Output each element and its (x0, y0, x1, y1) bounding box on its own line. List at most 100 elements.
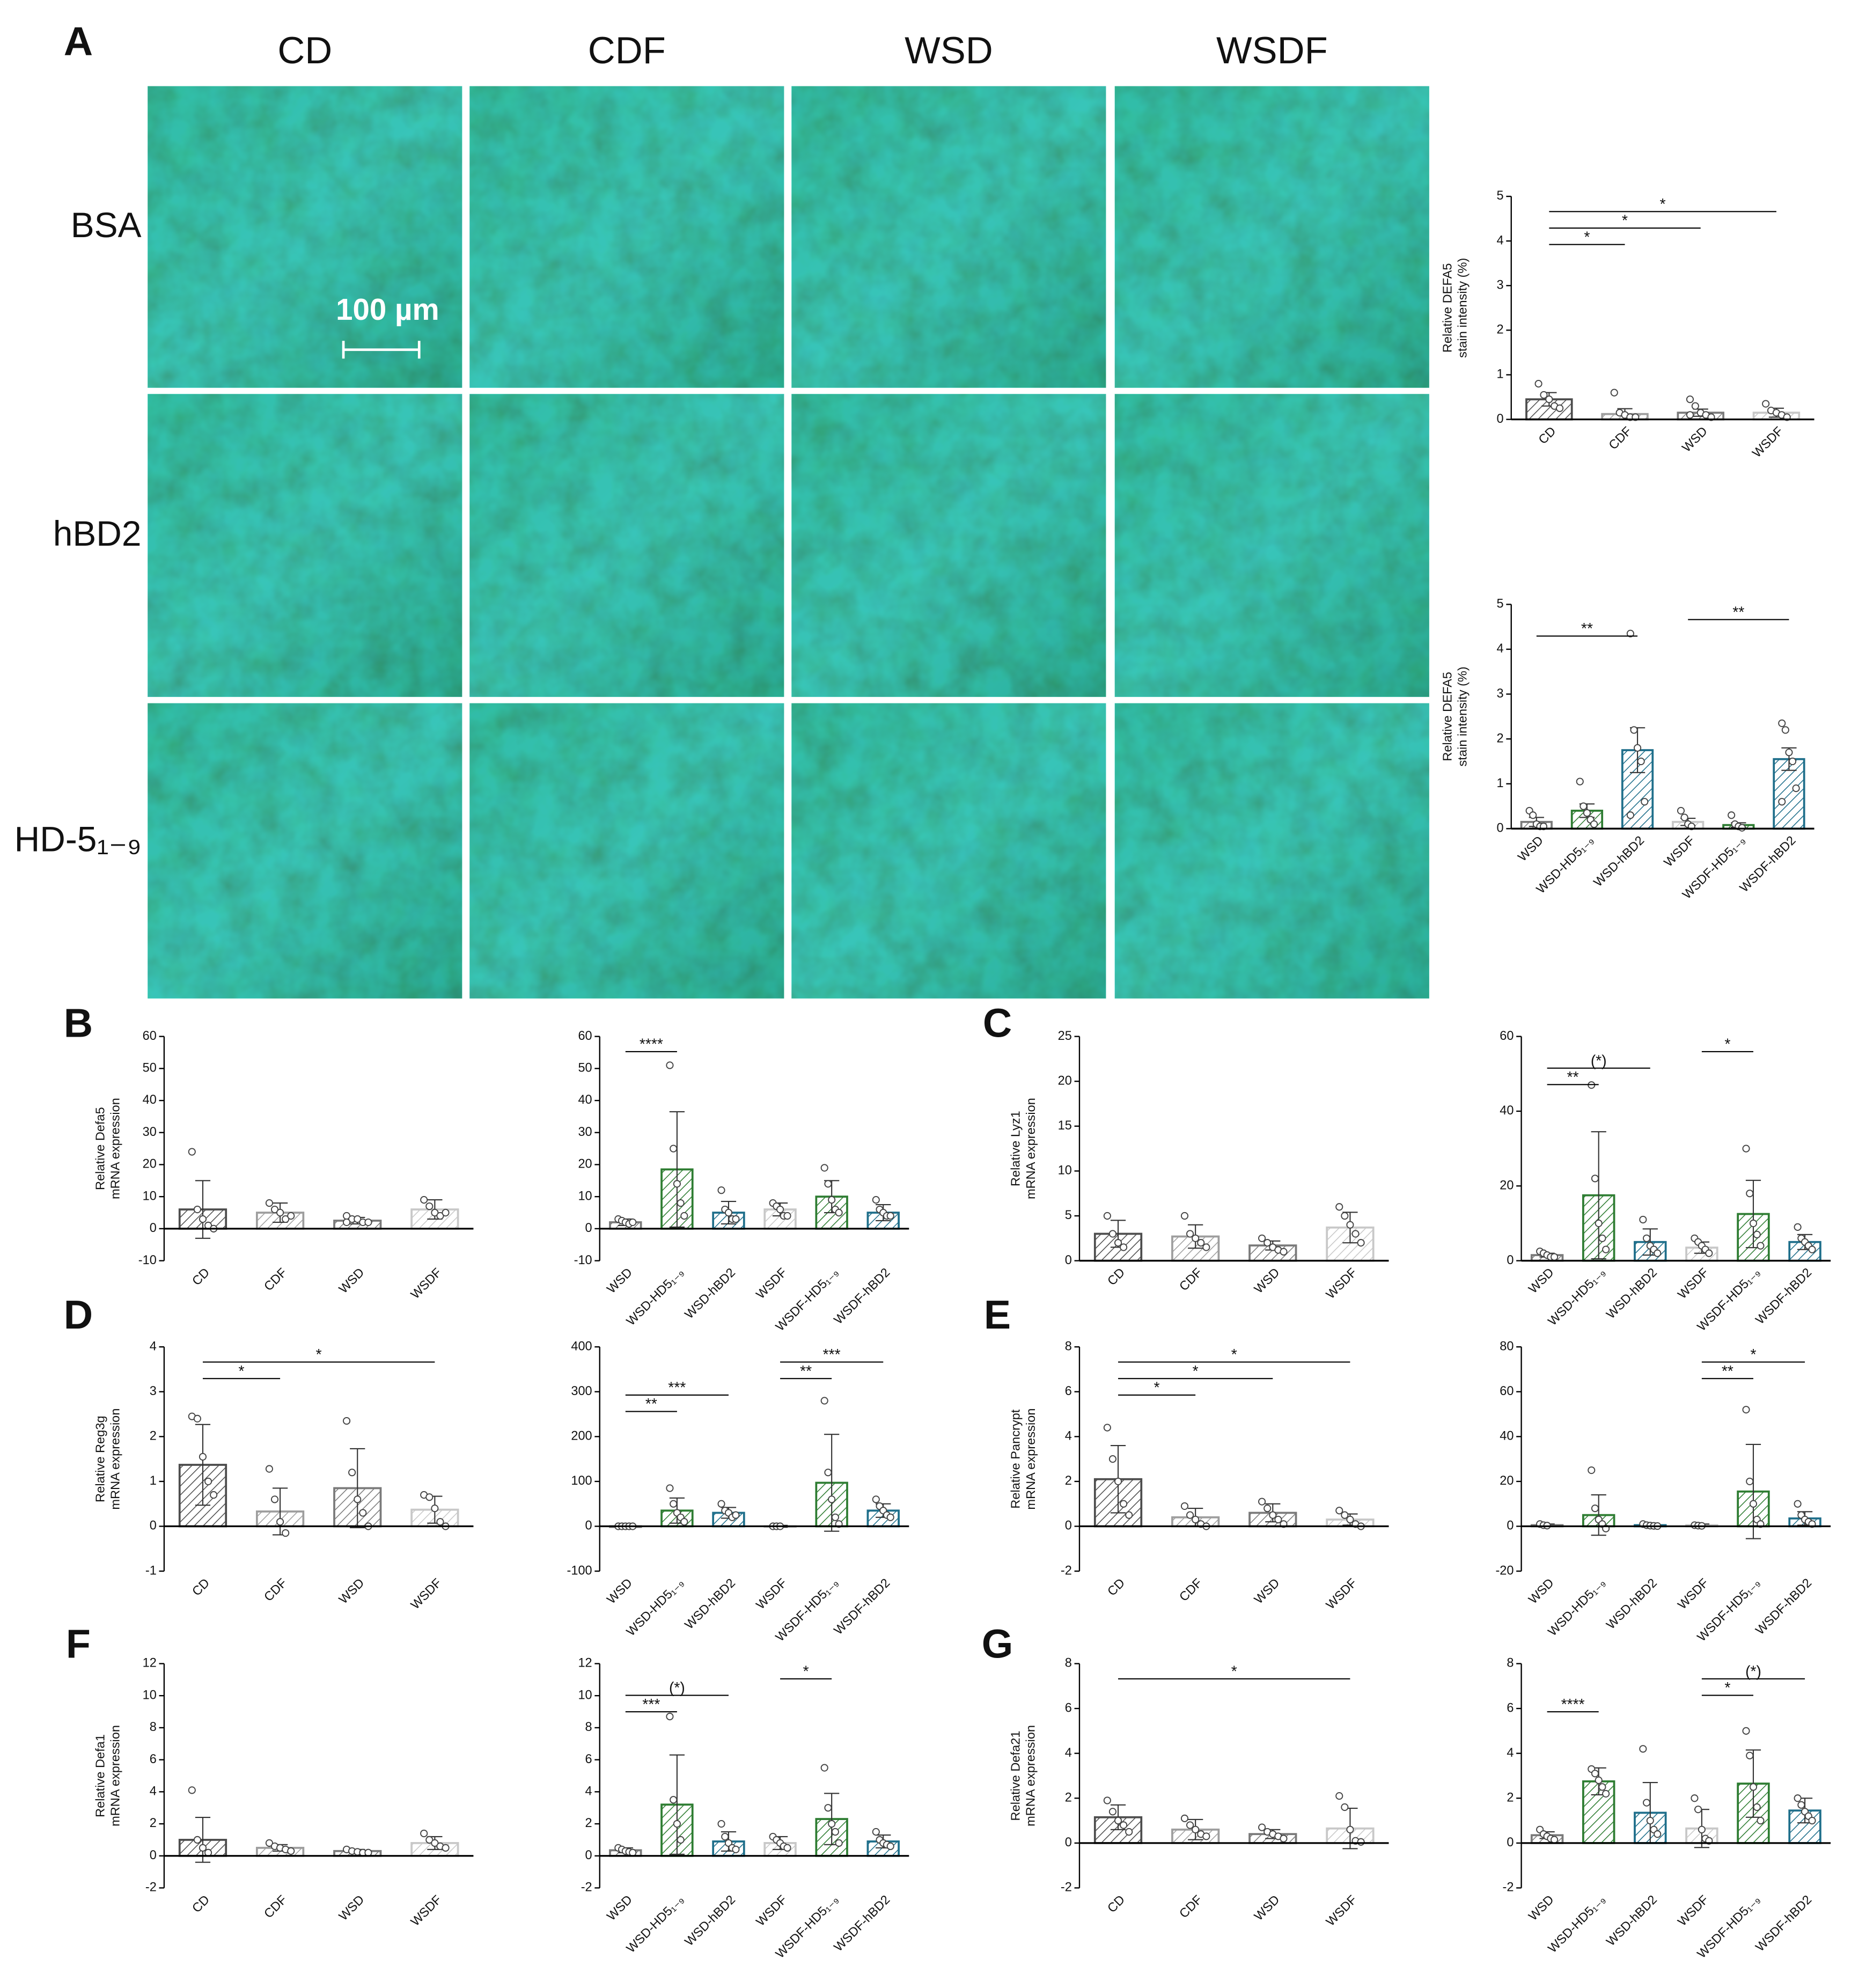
data-point (1192, 1825, 1200, 1833)
significance-label: * (1231, 1662, 1237, 1679)
data-point (188, 1786, 196, 1794)
y-tick-label: -100 (567, 1563, 592, 1577)
significance-label: *** (823, 1346, 841, 1363)
y-tick-label: 3 (1497, 686, 1504, 700)
data-point (1114, 1477, 1122, 1486)
y-tick-label: 5 (1497, 188, 1504, 202)
y-tick-label: 6 (1507, 1700, 1514, 1714)
error-bar (824, 1434, 840, 1532)
data-point (1595, 1219, 1603, 1227)
data-point (680, 1518, 688, 1526)
data-point (1180, 1814, 1189, 1822)
y-tick-label: 0 (1065, 1253, 1072, 1267)
y-tick-label: 2 (1497, 731, 1504, 745)
y-tick-label: 10 (143, 1189, 157, 1202)
y-tick-label: 20 (143, 1157, 157, 1171)
y-tick-label: 8 (1507, 1656, 1514, 1670)
data-point (1186, 1821, 1194, 1829)
data-point (1192, 1234, 1200, 1242)
micrograph-texture (148, 394, 462, 697)
y-axis-label: Relative Defa21 (1009, 1730, 1023, 1821)
data-point (1746, 1751, 1754, 1759)
data-point (1691, 402, 1699, 410)
data-point (824, 1180, 832, 1188)
data-point (1808, 1245, 1816, 1253)
data-point (1742, 1727, 1750, 1735)
data-point (1125, 1511, 1133, 1519)
y-axis-label: stain intensity (%) (1456, 666, 1470, 766)
data-point (420, 1196, 428, 1204)
data-point (1746, 1477, 1754, 1486)
data-point (436, 1518, 444, 1526)
y-tick-label: 60 (143, 1029, 157, 1043)
y-tick-label: -10 (574, 1253, 592, 1267)
data-point (1694, 1806, 1702, 1814)
y-tick-label: 40 (578, 1092, 592, 1106)
y-tick-label: 2 (150, 1816, 157, 1830)
data-point (1103, 1424, 1111, 1432)
data-point (783, 1212, 791, 1220)
significance-label: * (1724, 1036, 1730, 1053)
y-tick-label: 0 (1507, 1253, 1514, 1267)
data-point (364, 1218, 372, 1227)
y-axis-label: mRNA expression (1024, 1409, 1038, 1510)
y-tick-label: 60 (1500, 1029, 1514, 1043)
data-point (282, 1215, 290, 1223)
data-point (1335, 1203, 1343, 1211)
data-point (828, 1196, 836, 1204)
y-tick-label: 6 (1065, 1384, 1072, 1398)
data-point (1691, 1794, 1699, 1802)
data-point (1794, 1500, 1802, 1508)
y-axis-label: Relative Lyz1 (1009, 1111, 1023, 1186)
data-point (1346, 1515, 1354, 1524)
y-tick-label: 300 (571, 1384, 592, 1398)
error-bar (669, 1111, 685, 1228)
data-point (343, 1417, 351, 1425)
data-point (265, 1465, 273, 1473)
y-tick-label: 8 (1065, 1339, 1072, 1353)
data-point (670, 1796, 678, 1804)
data-point (1583, 809, 1591, 817)
data-point (442, 1208, 450, 1217)
data-point (210, 1491, 218, 1499)
micrograph-texture (148, 703, 462, 999)
data-point (1785, 749, 1793, 757)
significance-label: * (1750, 1346, 1756, 1363)
data-point (824, 1469, 832, 1477)
y-tick-label: 2 (150, 1429, 157, 1443)
data-point (1746, 1190, 1754, 1198)
data-point (1114, 1816, 1122, 1825)
data-point (425, 1493, 434, 1501)
y-axis-label: Relative Defa5 (93, 1107, 107, 1190)
bar (1525, 398, 1573, 421)
y-tick-label: 30 (578, 1125, 592, 1139)
data-point (442, 1844, 450, 1852)
y-tick-label: 200 (571, 1429, 592, 1443)
data-point (1357, 1838, 1365, 1846)
data-point (1556, 404, 1564, 412)
data-point (1788, 757, 1797, 766)
y-tick-label: 6 (150, 1752, 157, 1766)
data-point (629, 1218, 637, 1227)
column-label: CDF (588, 29, 666, 71)
data-point (431, 1504, 439, 1513)
significance-label: ** (1567, 1068, 1579, 1085)
data-point (1341, 1511, 1349, 1519)
data-point (1280, 1835, 1288, 1843)
data-point (1346, 1825, 1354, 1833)
data-point (1643, 1799, 1651, 1807)
data-point (1180, 1502, 1189, 1510)
data-point (1545, 395, 1553, 404)
y-axis-label: Relative DEFA5 (1440, 672, 1454, 761)
data-point (265, 1839, 273, 1847)
y-tick-label: 0 (585, 1518, 592, 1532)
data-point (820, 1764, 828, 1772)
data-point (1186, 1230, 1194, 1238)
y-tick-label: -2 (581, 1880, 592, 1894)
data-point (1677, 806, 1685, 815)
significance-label: (*) (669, 1679, 685, 1696)
y-tick-label: 40 (1500, 1429, 1514, 1443)
y-axis-label: Relative Defa1 (93, 1734, 107, 1817)
y-tick-label: 0 (1065, 1835, 1072, 1849)
